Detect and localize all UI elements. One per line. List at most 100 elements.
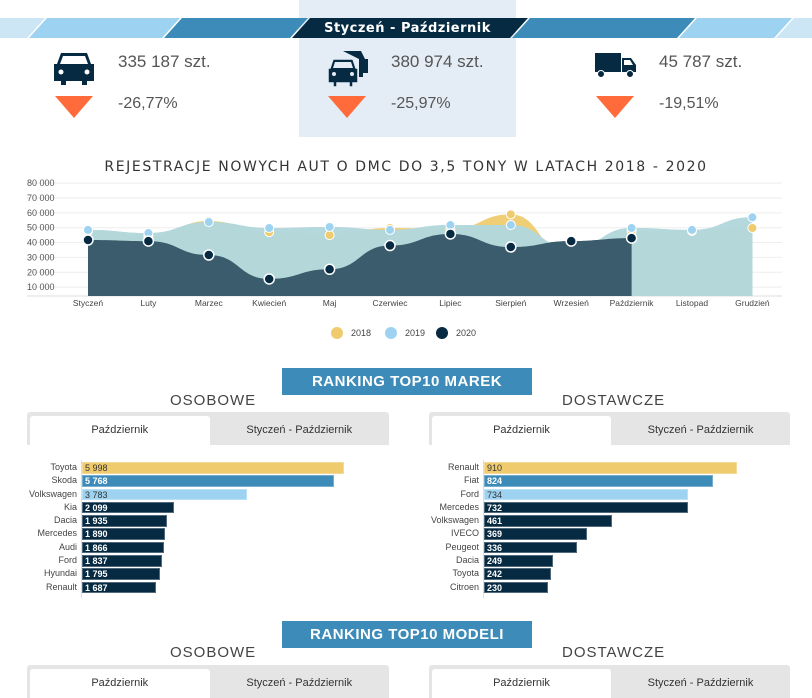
tab-jan-oct[interactable]: Styczeń - Październik bbox=[246, 677, 353, 689]
data-point-2019[interactable] bbox=[505, 220, 516, 231]
bar[interactable]: 1 890 bbox=[82, 528, 165, 540]
bar-row: Fiat 824 bbox=[464, 474, 737, 487]
bar[interactable]: 1 866 bbox=[82, 541, 164, 554]
bar[interactable]: 5 768 bbox=[82, 475, 334, 487]
bar[interactable]: 734 bbox=[484, 488, 689, 501]
tab-october[interactable]: Październik bbox=[432, 416, 611, 445]
bar-row: Volkswagen 461 bbox=[431, 514, 737, 527]
header-banner bbox=[0, 18, 812, 38]
x-tick-label: Październik bbox=[610, 298, 655, 308]
bar-label: Volkswagen bbox=[28, 488, 77, 499]
stat-change: -25,97% bbox=[391, 95, 451, 112]
down-arrow-icon bbox=[328, 96, 366, 118]
bar-row: IVECO 369 bbox=[451, 527, 737, 540]
bar-label: Citroen bbox=[449, 581, 479, 592]
tab-october[interactable]: Październik bbox=[30, 669, 210, 698]
data-point-2018[interactable] bbox=[747, 222, 758, 233]
bar[interactable]: 2 099 bbox=[82, 501, 174, 514]
data-point-2018[interactable] bbox=[324, 230, 335, 241]
legend-marker bbox=[331, 327, 343, 339]
data-point-2019[interactable] bbox=[264, 222, 275, 233]
data-point-2018[interactable] bbox=[505, 209, 516, 220]
bar-row: Toyota 242 bbox=[452, 567, 737, 580]
bar-label: Hyundai bbox=[43, 568, 77, 579]
data-point-2019[interactable] bbox=[687, 224, 697, 235]
data-point-2019[interactable] bbox=[747, 212, 758, 223]
data-point-2019[interactable] bbox=[385, 224, 395, 235]
bar[interactable]: 732 bbox=[484, 501, 688, 514]
data-point-2020[interactable] bbox=[625, 232, 638, 244]
y-tick-label: 80 000 bbox=[27, 178, 55, 188]
bar-label: Ford bbox=[460, 488, 479, 499]
bar-row: Skoda 5 768 bbox=[51, 474, 344, 487]
y-tick-label: 70 000 bbox=[27, 193, 55, 203]
bar-label: Toyota bbox=[452, 568, 479, 579]
tabs-van-brands: Październik Styczeń - Październik bbox=[429, 412, 790, 445]
bar-row: Mercedes 732 bbox=[439, 501, 737, 514]
stat-value: 335 187 szt. bbox=[118, 52, 211, 71]
area-2020 bbox=[88, 233, 632, 296]
bar-row: Citroen 230 bbox=[450, 581, 737, 594]
bar-label: Volkswagen bbox=[430, 515, 479, 526]
stat-change: -19,51% bbox=[659, 95, 719, 112]
data-point-2020[interactable] bbox=[82, 234, 94, 246]
tabs-van-models: Październik Styczeń - Październik bbox=[429, 665, 790, 698]
bar-label: Renault bbox=[45, 581, 77, 592]
down-arrow-icon bbox=[55, 96, 93, 118]
bar-label: Kia bbox=[63, 501, 77, 512]
data-point-2020[interactable] bbox=[203, 249, 215, 261]
period-title: Styczeń - Październik bbox=[324, 21, 491, 36]
tab-jan-oct[interactable]: Styczeń - Październik bbox=[246, 424, 353, 436]
data-point-2020[interactable] bbox=[444, 228, 457, 240]
bar-row: Toyota 5 998 bbox=[50, 461, 344, 474]
data-point-2019[interactable] bbox=[203, 217, 214, 228]
tab-jan-oct[interactable]: Styczeń - Październik bbox=[647, 424, 754, 436]
bar[interactable]: 249 bbox=[484, 555, 554, 567]
bar[interactable]: 824 bbox=[484, 475, 714, 487]
data-point-2020[interactable] bbox=[142, 235, 155, 247]
data-point-2020[interactable] bbox=[384, 239, 396, 252]
data-point-2020[interactable] bbox=[323, 263, 336, 276]
bar-row: Mercedes 1 890 bbox=[37, 527, 344, 540]
tabs-passenger-brands: Październik Styczeń - Październik bbox=[27, 412, 389, 445]
bar-row: Ford 734 bbox=[460, 488, 737, 501]
bar[interactable]: 242 bbox=[484, 568, 552, 580]
bar[interactable]: 1 687 bbox=[82, 581, 156, 594]
section-title-models: RANKING TOP10 MODELI bbox=[282, 621, 532, 648]
bar-row: Renault 1 687 bbox=[46, 581, 344, 594]
data-point-2020[interactable] bbox=[505, 241, 517, 253]
data-point-2019[interactable] bbox=[324, 221, 335, 232]
y-tick-label: 10 000 bbox=[27, 282, 55, 292]
bar-label: Dacia bbox=[53, 515, 77, 526]
legend-label[interactable]: 2020 bbox=[456, 328, 476, 338]
bar-label: Mercedes bbox=[37, 528, 77, 539]
y-tick-label: 40 000 bbox=[27, 238, 55, 248]
tab-october[interactable]: Październik bbox=[30, 416, 210, 445]
truck-icon bbox=[595, 53, 636, 78]
bar[interactable]: 5 998 bbox=[82, 462, 344, 474]
legend-label[interactable]: 2019 bbox=[405, 328, 425, 338]
bar[interactable]: 461 bbox=[484, 515, 613, 527]
bar[interactable]: 1 795 bbox=[82, 568, 161, 580]
bar-row: Dacia 1 935 bbox=[54, 514, 344, 527]
x-tick-label: Grudzień bbox=[735, 298, 770, 308]
bar[interactable]: 336 bbox=[484, 541, 578, 554]
bar-label: Fiat bbox=[463, 475, 479, 486]
bar[interactable]: 230 bbox=[484, 581, 548, 594]
tab-jan-oct[interactable]: Styczeń - Październik bbox=[647, 677, 754, 689]
bar[interactable]: 1 837 bbox=[82, 555, 163, 567]
x-tick-label: Czerwiec bbox=[373, 298, 409, 308]
bar[interactable]: 1 935 bbox=[82, 515, 167, 527]
data-point-2019[interactable] bbox=[626, 222, 637, 233]
legend-label[interactable]: 2018 bbox=[351, 328, 371, 338]
bar[interactable]: 369 bbox=[484, 528, 587, 540]
bar[interactable]: 3 783 bbox=[82, 488, 248, 501]
data-point-2020[interactable] bbox=[263, 273, 275, 285]
tab-october[interactable]: Październik bbox=[432, 669, 611, 698]
bar[interactable]: 910 bbox=[484, 462, 737, 474]
bar-row: Hyundai 1 795 bbox=[44, 567, 344, 580]
data-point-2020[interactable] bbox=[565, 235, 577, 247]
data-point-2019[interactable] bbox=[445, 220, 456, 231]
data-point-2019[interactable] bbox=[83, 224, 93, 235]
x-tick-label: Maj bbox=[323, 298, 337, 308]
